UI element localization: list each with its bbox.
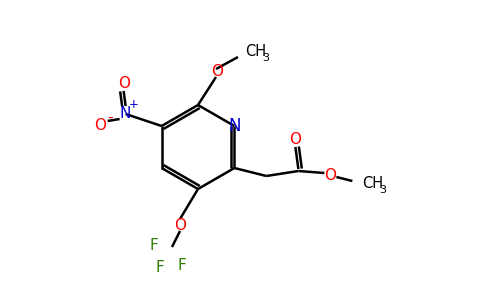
Text: -: - xyxy=(107,110,112,124)
Text: O: O xyxy=(211,64,223,80)
Text: O: O xyxy=(324,167,336,182)
Text: 3: 3 xyxy=(379,185,386,195)
Text: N: N xyxy=(228,117,241,135)
Text: F: F xyxy=(178,257,186,272)
Text: F: F xyxy=(150,238,158,253)
Text: O: O xyxy=(93,118,106,134)
Text: F: F xyxy=(156,260,165,274)
Text: O: O xyxy=(289,131,302,146)
Text: +: + xyxy=(129,98,138,112)
Text: O: O xyxy=(174,218,186,232)
Text: N: N xyxy=(120,106,131,121)
Text: CH: CH xyxy=(363,176,383,191)
Text: 3: 3 xyxy=(262,53,269,63)
Text: CH: CH xyxy=(245,44,266,59)
Text: O: O xyxy=(118,76,130,91)
